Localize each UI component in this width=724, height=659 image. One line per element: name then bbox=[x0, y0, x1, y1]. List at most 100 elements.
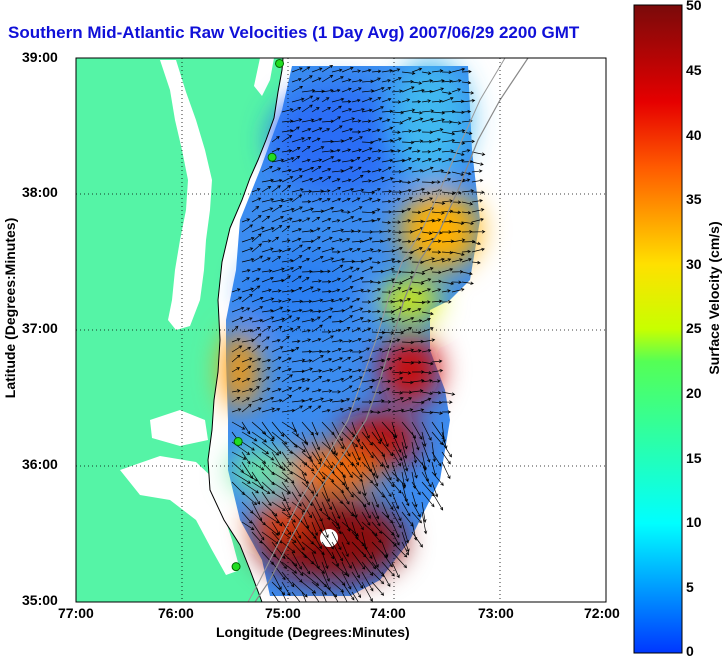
velocity-arrow bbox=[301, 158, 311, 163]
velocity-arrow bbox=[471, 190, 485, 195]
velocity-arrow bbox=[341, 148, 352, 153]
velocity-arrow bbox=[421, 218, 436, 223]
velocity-arrow bbox=[401, 521, 410, 544]
velocity-arrow bbox=[361, 386, 374, 393]
velocity-arrow bbox=[461, 189, 475, 193]
velocity-arrow bbox=[411, 271, 426, 276]
velocity-arrow bbox=[321, 189, 331, 193]
colorbar-tick: 30 bbox=[686, 256, 702, 272]
velocity-arrow bbox=[241, 441, 255, 451]
velocity-arrow bbox=[381, 366, 393, 373]
velocity-arrow bbox=[281, 461, 293, 475]
velocity-arrow bbox=[271, 561, 286, 581]
velocity-arrow bbox=[391, 357, 402, 363]
velocity-arrow bbox=[401, 541, 409, 556]
velocity-arrow bbox=[291, 339, 301, 344]
velocity-arrow bbox=[311, 349, 323, 354]
velocity-arrow bbox=[291, 188, 304, 193]
velocity-arrow bbox=[411, 158, 421, 163]
velocity-arrow bbox=[251, 531, 263, 544]
velocity-arrow bbox=[341, 348, 354, 353]
velocity-arrow bbox=[431, 481, 439, 498]
velocity-arrow bbox=[381, 229, 392, 233]
y-tick-label: 35:00 bbox=[22, 592, 58, 608]
velocity-arrow bbox=[291, 194, 303, 203]
velocity-arrow bbox=[441, 391, 456, 396]
velocity-arrow bbox=[311, 551, 320, 570]
velocity-arrow bbox=[241, 377, 251, 383]
velocity-arrow bbox=[381, 551, 393, 568]
velocity-arrow bbox=[441, 138, 456, 143]
axes-frame bbox=[75, 57, 607, 603]
velocity-arrow bbox=[451, 288, 465, 293]
velocity-arrow bbox=[421, 158, 432, 163]
velocity-arrow bbox=[341, 531, 350, 546]
velocity-arrow bbox=[421, 379, 433, 383]
velocity-arrow bbox=[471, 178, 484, 183]
velocity-arrow bbox=[401, 239, 412, 244]
velocity-arrow bbox=[281, 451, 292, 466]
y-tick-label: 39:00 bbox=[22, 49, 58, 65]
velocity-arrow bbox=[321, 217, 332, 223]
velocity-arrow bbox=[251, 285, 261, 293]
velocity-arrow bbox=[381, 501, 390, 519]
velocity-arrow bbox=[441, 170, 452, 175]
velocity-arrow bbox=[381, 118, 391, 123]
velocity-arrow bbox=[381, 166, 392, 173]
velocity-arrow bbox=[441, 191, 456, 196]
velocity-arrow bbox=[271, 571, 282, 591]
velocity-arrow bbox=[361, 338, 372, 343]
velocity-arrow bbox=[441, 441, 452, 458]
velocity-arrow bbox=[451, 99, 465, 104]
velocity-arrow bbox=[401, 287, 413, 293]
velocity-arrow bbox=[301, 199, 312, 204]
velocity-arrow bbox=[351, 197, 361, 203]
velocity-arrow bbox=[371, 168, 382, 173]
velocity-arrow bbox=[241, 317, 253, 323]
velocity-arrow bbox=[301, 378, 311, 383]
velocity-arrow bbox=[391, 230, 403, 235]
velocity-arrow bbox=[401, 157, 412, 163]
velocity-arrow bbox=[441, 209, 454, 214]
velocity-arrow bbox=[441, 70, 453, 75]
velocity-arrow bbox=[321, 531, 334, 550]
velocity-arrow bbox=[281, 239, 291, 243]
velocity-arrow bbox=[421, 338, 436, 343]
velocity-arrow bbox=[311, 501, 323, 523]
velocity-arrow bbox=[331, 158, 342, 163]
velocity-arrow bbox=[301, 397, 313, 403]
chesapeake-bay bbox=[160, 60, 212, 330]
velocity-arrow bbox=[371, 461, 379, 479]
velocity-arrow bbox=[341, 407, 353, 413]
velocity-arrow bbox=[331, 238, 343, 243]
velocity-arrow bbox=[241, 224, 253, 233]
velocity-arrow bbox=[321, 257, 335, 263]
velocity-arrow bbox=[381, 431, 389, 448]
velocity-arrow bbox=[351, 166, 362, 173]
velocity-arrow bbox=[371, 348, 383, 353]
velocity-arrow bbox=[311, 97, 320, 103]
velocity-arrow bbox=[371, 309, 381, 314]
velocity-arrow bbox=[371, 149, 382, 153]
velocity-arrow bbox=[291, 255, 303, 263]
velocity-arrow bbox=[351, 356, 363, 363]
velocity-arrow bbox=[361, 551, 377, 570]
velocity-arrow bbox=[431, 250, 442, 254]
velocity-arrow bbox=[421, 109, 435, 113]
velocity-arrow bbox=[441, 199, 454, 203]
velocity-arrow bbox=[351, 297, 361, 303]
velocity-arrow bbox=[331, 250, 341, 254]
velocity-arrow bbox=[261, 358, 272, 363]
velocity-arrow bbox=[431, 138, 441, 143]
velocity-arrow bbox=[301, 531, 314, 545]
velocity-arrow bbox=[301, 286, 314, 293]
velocity-arrow bbox=[351, 136, 363, 143]
delaware-bay bbox=[254, 58, 274, 96]
velocity-arrow bbox=[291, 377, 306, 383]
velocity-arrow bbox=[391, 521, 400, 538]
velocity-arrow bbox=[401, 531, 410, 553]
velocity-arrow bbox=[471, 161, 484, 166]
velocity-arrow bbox=[321, 561, 330, 582]
velocity-arrow bbox=[281, 441, 293, 455]
velocity-arrow bbox=[331, 257, 346, 263]
